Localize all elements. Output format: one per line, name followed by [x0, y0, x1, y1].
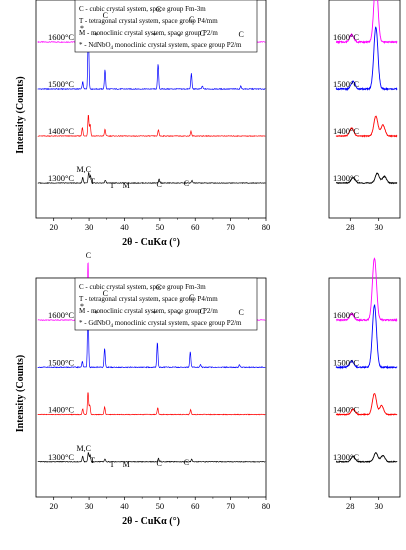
legend-entry-0-2: M - monoclinic crystal system, space gro… — [79, 29, 218, 37]
peak-annotation-0-4: C — [200, 29, 205, 38]
peak-annotation-0-6: * — [80, 24, 84, 33]
x-tick-label-2-50: 50 — [156, 501, 165, 511]
x-tick-label-0-60: 60 — [191, 222, 200, 232]
x-tick-label-1-30: 30 — [374, 222, 383, 232]
x-tick-label-2-80: 80 — [262, 501, 271, 511]
series-label-0-0: 1600°C — [48, 32, 74, 42]
x-tick-label-2-40: 40 — [120, 501, 129, 511]
peak-annotation-2-14: C — [156, 459, 161, 468]
x-tick-label-0-80: 80 — [262, 222, 271, 232]
peak-annotation-2-3: C — [189, 293, 194, 302]
series-label-2-0: 1600°C — [48, 310, 74, 320]
peak-annotation-2-12: T — [110, 460, 115, 469]
series-label-2-3: 1300°C — [48, 452, 74, 462]
series-line-3-2 — [335, 393, 398, 416]
peak-annotation-2-0: C — [86, 251, 91, 260]
peak-annotation-0-7: * — [94, 31, 98, 40]
series-line-3-3 — [335, 452, 398, 464]
series-label-2-1: 1500°C — [48, 357, 74, 367]
legend-box-2 — [74, 277, 258, 331]
legend-entry-0-0: C - cubic crystal system, space group Fm… — [79, 5, 206, 13]
series-label-3-2: 1400°C — [333, 405, 359, 415]
series-label-3-0: 1600°C — [333, 310, 359, 320]
peak-annotation-2-15: C — [184, 458, 189, 467]
plot-frame-1 — [328, 0, 401, 219]
peak-annotation-0-11: T — [90, 177, 95, 186]
x-tick-label-2-60: 60 — [191, 501, 200, 511]
x-tick-label-2-70: 70 — [226, 501, 235, 511]
x-tick-label-3-28: 28 — [346, 501, 355, 511]
y-axis-title-2: Intensity (Counts) — [15, 355, 26, 433]
series-line-0-3 — [37, 171, 266, 185]
peak-annotation-0-12: T — [110, 181, 115, 190]
series-line-1-1 — [335, 26, 398, 92]
peak-annotation-2-9: * — [177, 310, 181, 319]
series-line-1-3 — [336, 172, 398, 185]
peak-annotation-0-13: M — [123, 181, 130, 190]
peak-annotation-0-3: C — [189, 15, 194, 24]
series-line-3-1 — [335, 304, 398, 370]
series-label-0-2: 1400°C — [48, 126, 74, 136]
peak-annotation-2-13: M — [123, 460, 130, 469]
series-label-3-1: 1500°C — [333, 357, 359, 367]
peak-annotation-2-7: * — [94, 309, 98, 318]
peak-annotation-0-1: C — [103, 11, 108, 20]
series-line-1-2 — [335, 115, 398, 138]
x-tick-label-0-70: 70 — [226, 222, 235, 232]
series-label-3-3: 1300°C — [333, 452, 359, 462]
x-tick-label-0-20: 20 — [49, 222, 58, 232]
series-line-1-0 — [335, 0, 398, 45]
y-axis-title-0: Intensity (Counts) — [15, 76, 26, 154]
series-line-3-0 — [335, 257, 398, 323]
series-label-1-2: 1400°C — [333, 126, 359, 136]
x-axis-title-0: 2θ - CuKα (°) — [122, 237, 180, 248]
x-tick-label-0-30: 30 — [85, 222, 94, 232]
peak-annotation-2-1: C — [103, 289, 108, 298]
series-label-1-1: 1500°C — [333, 79, 359, 89]
peak-annotation-0-15: C — [184, 179, 189, 188]
series-label-0-1: 1500°C — [48, 79, 74, 89]
peak-annotation-0-8: * — [153, 31, 157, 40]
series-label-0-3: 1300°C — [48, 173, 74, 183]
peak-annotation-0-9: * — [177, 32, 181, 41]
legend-entry-0-1: T - tetragonal crystal system, space gro… — [79, 17, 218, 25]
series-label-1-0: 1600°C — [333, 32, 359, 42]
peak-annotation-2-11: T — [90, 456, 95, 465]
peak-annotation-0-10: M,C — [77, 165, 91, 174]
peak-annotation-2-8: * — [153, 309, 157, 318]
series-line-2-1 — [37, 309, 266, 369]
legend-box-0 — [74, 0, 258, 53]
peak-annotation-2-4: C — [200, 307, 205, 316]
x-tick-label-3-30: 30 — [374, 501, 383, 511]
series-line-2-3 — [37, 452, 266, 463]
peak-annotation-2-2: C — [156, 283, 161, 292]
x-tick-label-1-28: 28 — [346, 222, 355, 232]
x-tick-label-0-50: 50 — [156, 222, 165, 232]
series-line-2-2 — [37, 392, 266, 416]
peak-annotation-2-5: C — [239, 308, 244, 317]
series-label-1-3: 1300°C — [333, 173, 359, 183]
peak-annotation-2-6: * — [80, 302, 84, 311]
x-axis-title-2: 2θ - CuKα (°) — [122, 516, 180, 527]
legend-entry-2-3: * - GdNbO4 monoclinic crystal system, sp… — [79, 319, 242, 329]
legend-entry-2-0: C - cubic crystal system, space group Fm… — [79, 283, 206, 291]
legend-entry-2-2: M - monoclinic crystal system, space gro… — [79, 307, 218, 315]
x-tick-label-0-40: 40 — [120, 222, 129, 232]
series-line-0-2 — [37, 115, 266, 138]
peak-annotation-0-14: C — [156, 180, 161, 189]
x-tick-label-2-20: 20 — [49, 501, 58, 511]
series-line-0-1 — [37, 31, 266, 91]
plot-frame-0 — [35, 0, 267, 219]
peak-annotation-2-10: M,C — [77, 444, 91, 453]
plot-frame-3 — [328, 277, 401, 498]
peak-annotation-0-5: C — [239, 30, 244, 39]
x-tick-label-2-30: 30 — [85, 501, 94, 511]
peak-annotation-0-2: C — [156, 5, 161, 14]
legend-entry-0-3: * - NdNbO4 monoclinic crystal system, sp… — [79, 41, 242, 51]
legend-entry-2-1: T - tetragonal crystal system, space gro… — [79, 295, 218, 303]
series-label-2-2: 1400°C — [48, 405, 74, 415]
